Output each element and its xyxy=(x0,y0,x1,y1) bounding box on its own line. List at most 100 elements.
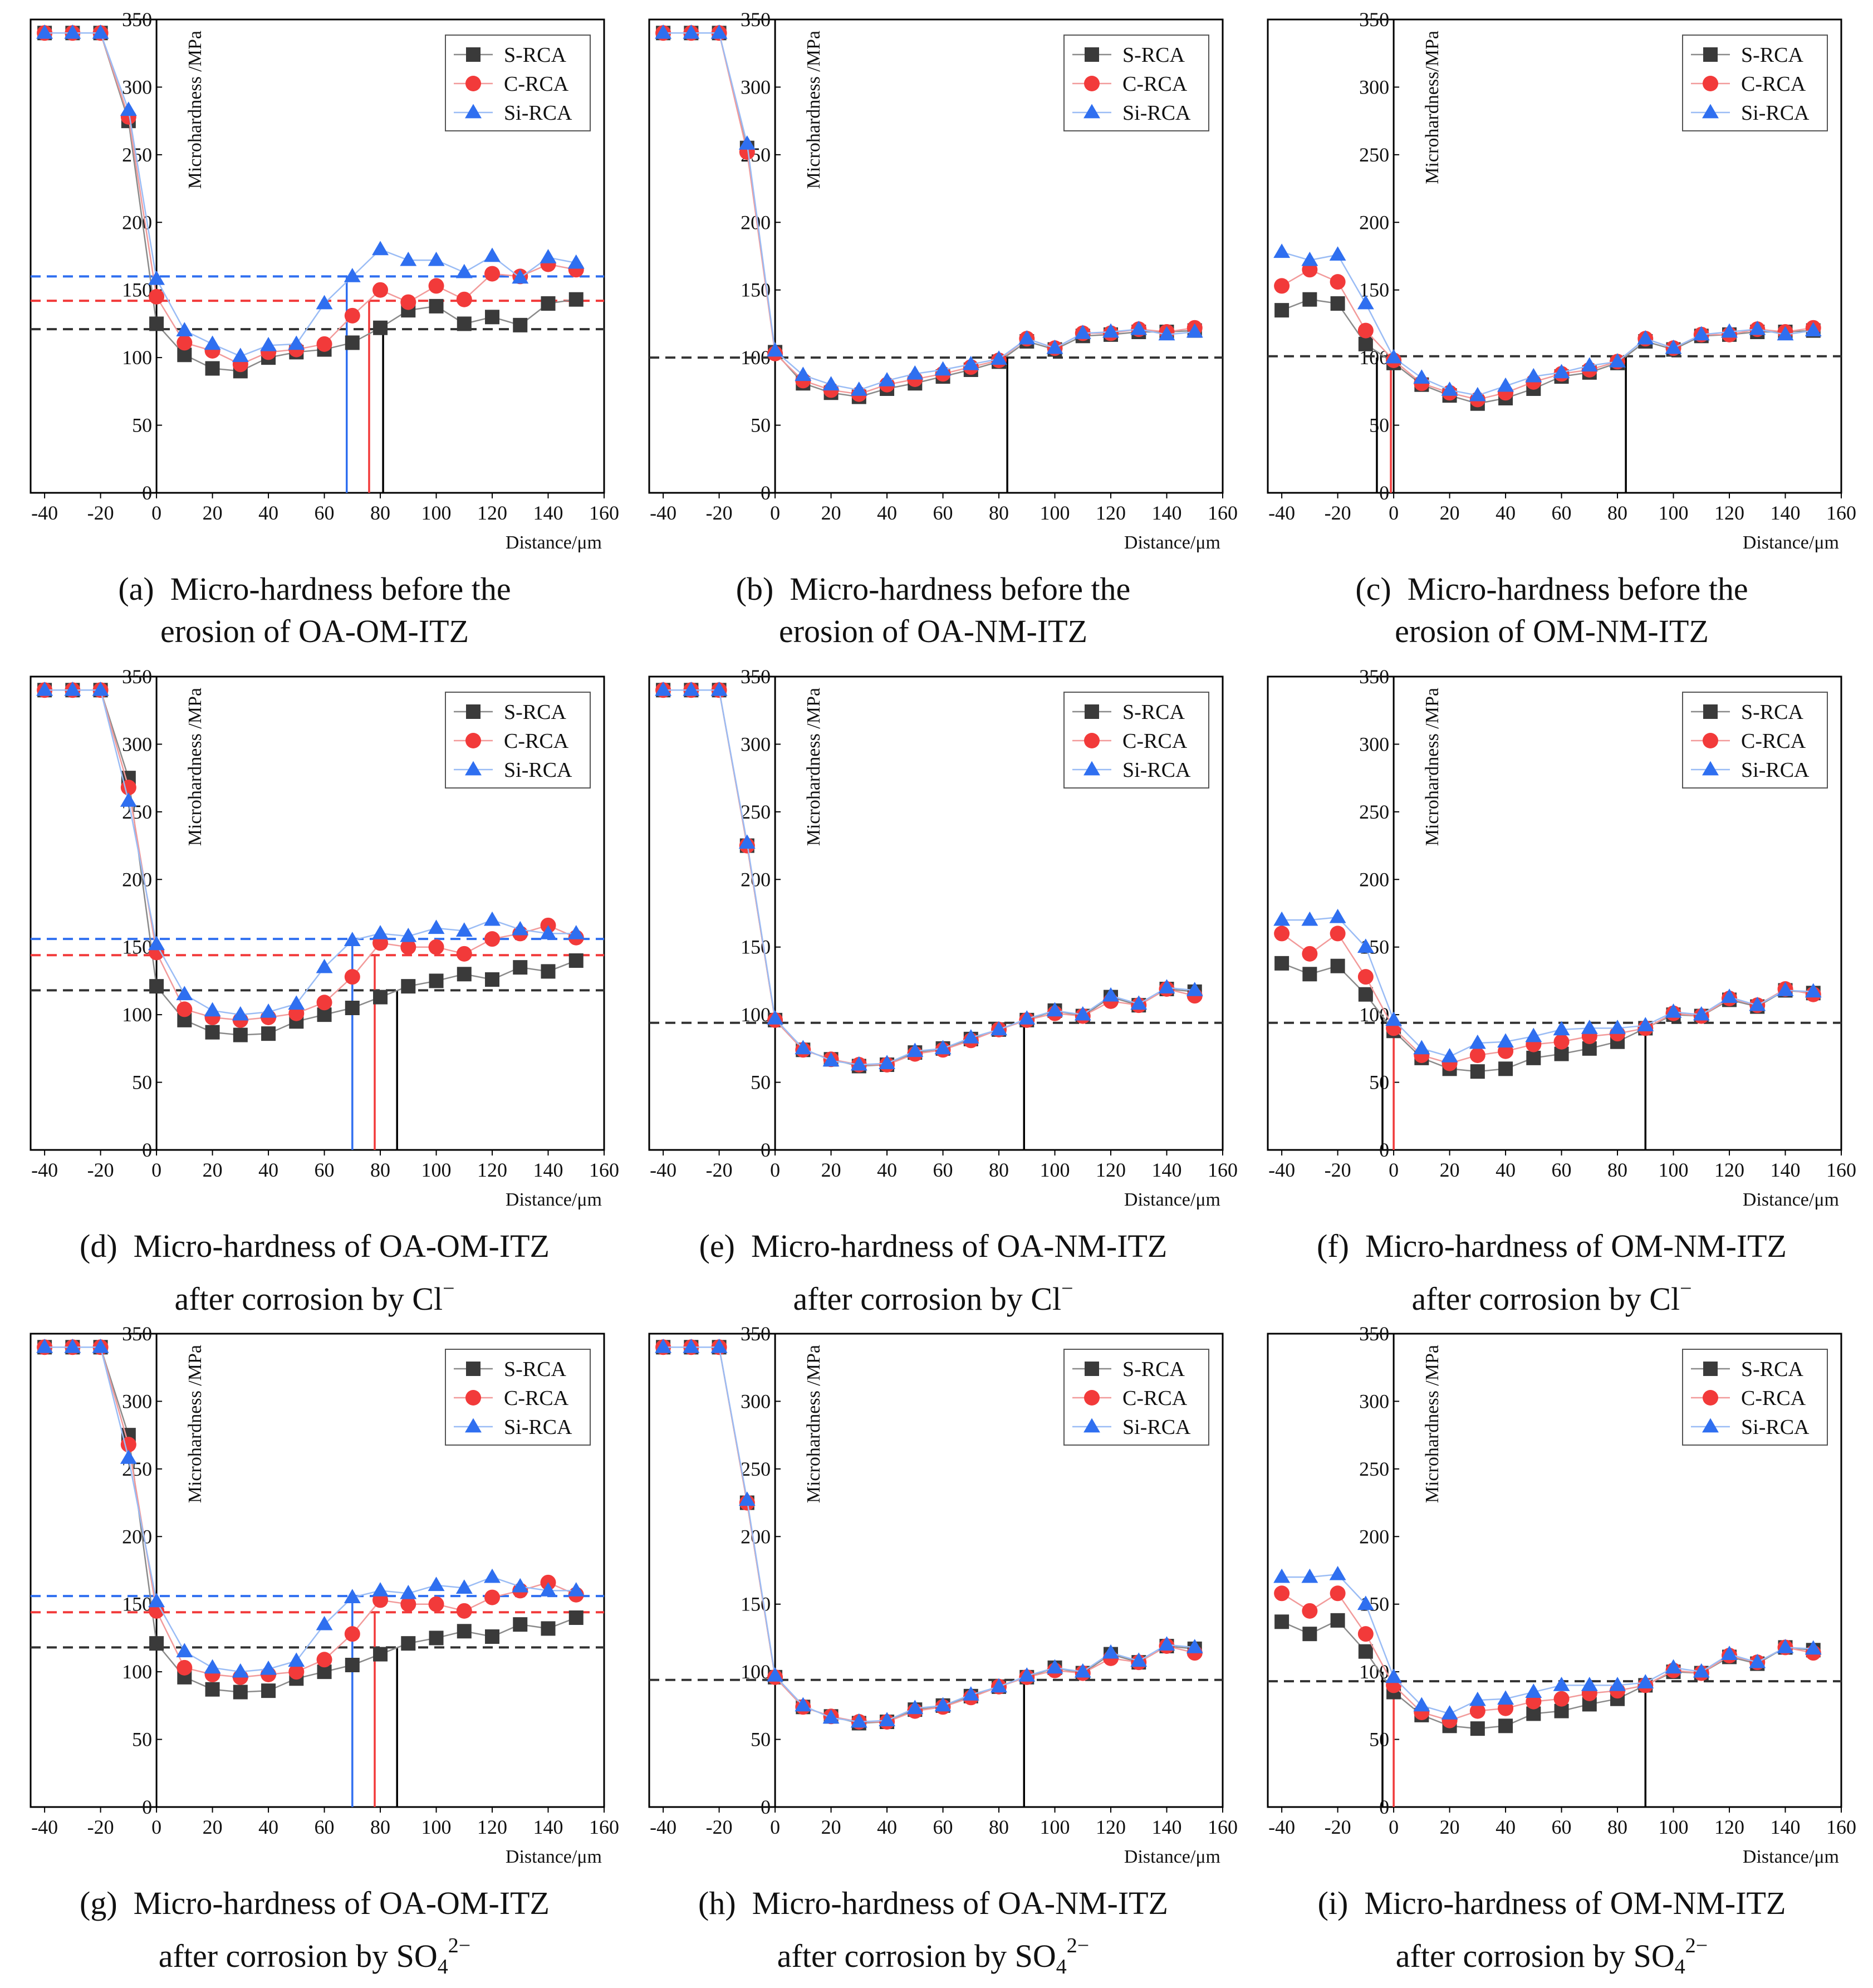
data-point-si-rca xyxy=(991,1678,1007,1693)
x-tick-label: 60 xyxy=(1552,502,1572,524)
data-point-c-rca xyxy=(400,939,416,955)
data-point-si-rca xyxy=(738,1491,756,1506)
ion-formula: SO42− xyxy=(1634,1934,1708,1979)
data-point-si-rca xyxy=(1581,1020,1598,1034)
caption-prefix: (g) xyxy=(80,1885,117,1921)
data-point-si-rca xyxy=(991,1021,1007,1036)
data-point-si-rca xyxy=(316,1615,333,1630)
ion-charge: − xyxy=(443,1277,455,1300)
data-point-si-rca xyxy=(1497,1033,1514,1048)
caption-text: Micro-hardness of OM-NM-ITZ xyxy=(1364,1885,1786,1921)
data-point-si-rca xyxy=(850,381,867,396)
x-tick-label: 60 xyxy=(1552,1816,1572,1838)
legend-marker-s-rca xyxy=(1085,47,1099,62)
data-point-s-rca xyxy=(429,298,444,314)
data-point-si-rca xyxy=(567,925,585,939)
chart-caption: (i) Micro-hardness of OM-NM-ITZ after cor… xyxy=(1246,1882,1858,1988)
data-point-c-rca xyxy=(288,1664,305,1680)
data-point-s-rca xyxy=(261,1683,276,1698)
data-point-si-rca xyxy=(795,1697,812,1712)
x-tick-label: 0 xyxy=(770,1159,780,1181)
chart-svg-f: -40 -20 0 20 40 60 80 100 120 140 1600501001502002… xyxy=(1267,665,1856,1210)
data-point-si-rca xyxy=(484,247,501,262)
data-point-s-rca xyxy=(513,960,528,975)
y-tick-label: 100 xyxy=(122,1661,152,1683)
y-tick-label: 350 xyxy=(122,665,152,688)
y-tick-label: 300 xyxy=(741,76,771,98)
caption-line-2: after corrosion by SO42− xyxy=(627,1925,1239,1988)
caption-text: Micro-hardness of OA-NM-ITZ xyxy=(751,1228,1168,1264)
y-tick-label: 0 xyxy=(142,482,152,504)
x-axis-title: Distance/μm xyxy=(1743,1189,1839,1210)
legend-marker-s-rca xyxy=(466,704,480,719)
data-point-c-rca xyxy=(1330,926,1346,942)
data-point-si-rca xyxy=(962,355,979,370)
legend: S-RCA C-RCA Si-RCA xyxy=(1682,692,1828,789)
x-tick-label: 60 xyxy=(1552,1159,1572,1181)
x-tick-label: 40 xyxy=(1496,1159,1516,1181)
data-point-si-rca xyxy=(484,911,501,926)
data-point-si-rca xyxy=(288,995,305,1010)
data-point-c-rca xyxy=(428,278,444,294)
x-tick-label: 100 xyxy=(421,1159,452,1181)
data-point-s-rca xyxy=(541,964,556,979)
legend-label-si-rca: Si-RCA xyxy=(1122,1416,1191,1439)
data-point-si-rca xyxy=(1046,1002,1063,1017)
plot-frame xyxy=(30,675,605,1151)
data-point-c-rca xyxy=(176,1659,193,1676)
x-tick-label: 0 xyxy=(151,1159,161,1181)
data-point-s-rca xyxy=(345,1001,360,1015)
y-tick-label: 300 xyxy=(122,733,152,755)
data-point-si-rca xyxy=(879,372,896,386)
ion-subscript: 4 xyxy=(437,1955,448,1979)
ion-formula: Cl− xyxy=(1649,1277,1691,1317)
data-point-si-rca xyxy=(1553,1021,1570,1036)
data-point-si-rca xyxy=(1749,996,1766,1011)
data-point-si-rca xyxy=(1186,982,1203,996)
x-tick-label: -40 xyxy=(650,502,676,524)
legend-label-s-rca: S-RCA xyxy=(1122,701,1185,724)
data-point-si-rca xyxy=(1413,1040,1430,1055)
data-point-si-rca xyxy=(1497,377,1514,392)
data-point-si-rca xyxy=(1385,349,1403,364)
series-points-si-rca xyxy=(655,1338,1203,1728)
data-point-si-rca xyxy=(795,366,812,381)
caption-line-1: (f) Micro-hardness of OM-NM-ITZ xyxy=(1246,1225,1858,1267)
data-point-si-rca xyxy=(260,336,277,351)
data-point-s-rca xyxy=(205,1025,220,1040)
data-point-si-rca xyxy=(1469,1034,1486,1049)
data-point-si-rca xyxy=(120,792,137,807)
legend-marker-c-rca xyxy=(1084,733,1100,748)
data-point-s-rca xyxy=(1330,1613,1345,1628)
series-points-si-rca xyxy=(655,24,1203,396)
x-tick-label: -40 xyxy=(650,1816,676,1838)
ion-charge: 2− xyxy=(1685,1934,1708,1957)
series-points-si-rca xyxy=(1273,908,1822,1062)
caption-prefix: (d) xyxy=(80,1228,117,1264)
caption-line-2: after corrosion by SO42− xyxy=(8,1925,621,1988)
data-point-s-rca xyxy=(261,1026,276,1041)
chart-caption: (d) Micro-hardness of OA-OM-ITZ after cor… xyxy=(8,1225,621,1320)
data-point-si-rca xyxy=(512,269,529,284)
legend-label-s-rca: S-RCA xyxy=(1122,1358,1185,1381)
y-tick-label: 50 xyxy=(132,1729,152,1751)
data-point-si-rca xyxy=(1301,911,1318,926)
data-point-c-rca xyxy=(344,969,360,985)
y-axis-title: Microhardness /MPa xyxy=(803,1345,824,1503)
data-point-si-rca xyxy=(344,932,361,946)
y-axis-title: Microhardness /MPa xyxy=(185,31,205,189)
data-point-si-rca xyxy=(1074,325,1091,339)
x-axis-title: Distance/μm xyxy=(506,1189,602,1210)
caption-text: erosion of OA-NM-ITZ xyxy=(778,613,1088,649)
y-tick-label: 50 xyxy=(751,1071,771,1094)
y-tick-label: 300 xyxy=(741,733,771,755)
caption-line-2: after corrosion by Cl− xyxy=(1246,1267,1858,1320)
data-point-si-rca xyxy=(1329,1565,1346,1580)
data-point-si-rca xyxy=(540,249,557,263)
data-point-si-rca xyxy=(1665,1003,1682,1018)
x-tick-label: -20 xyxy=(1325,1816,1351,1838)
data-point-c-rca xyxy=(1553,1034,1570,1050)
legend: S-RCA C-RCA Si-RCA xyxy=(445,692,591,789)
data-point-s-rca xyxy=(149,316,164,331)
